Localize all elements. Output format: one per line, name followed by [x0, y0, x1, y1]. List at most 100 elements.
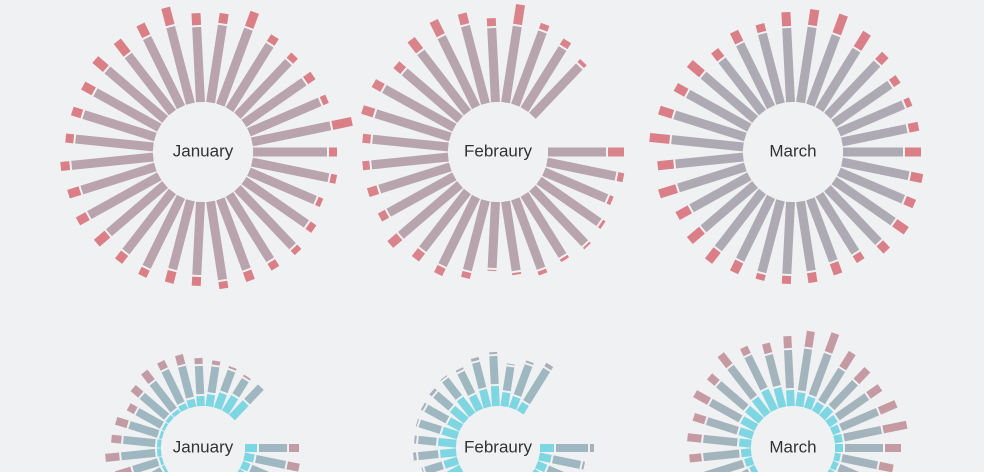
bar-segment [819, 406, 834, 421]
day-bar [783, 335, 795, 407]
day-bar [114, 188, 176, 264]
bar-segment [138, 266, 150, 278]
bar-segment [468, 394, 484, 413]
chart-title: January [173, 437, 234, 456]
day-bar [833, 420, 908, 444]
day-bar [253, 147, 337, 157]
bar-segment [548, 147, 606, 157]
bar-segment [489, 355, 499, 385]
bar-segment [424, 461, 444, 472]
bar-segment [234, 185, 296, 250]
bar-segment [241, 78, 307, 128]
bar-segment [830, 424, 841, 436]
bar-segment [729, 259, 744, 275]
bar-segment [461, 25, 490, 105]
bar-segment [717, 352, 733, 369]
bar-segment [875, 51, 889, 66]
bar-segment [220, 369, 236, 394]
bar-segment [362, 133, 372, 144]
radial-chart: March [649, 8, 924, 285]
day-bar [411, 188, 471, 262]
bar-segment [259, 444, 287, 452]
bar-segment [757, 199, 785, 274]
bar-segment [253, 147, 327, 157]
bar-segment [331, 116, 353, 130]
day-bar [371, 79, 457, 132]
bar-segment [461, 270, 472, 279]
bar-segment [512, 271, 522, 276]
bar-segment [418, 419, 442, 434]
bar-segment [815, 47, 861, 112]
bar-segment [139, 392, 170, 420]
day-bar [843, 147, 921, 157]
day-bar [206, 200, 229, 290]
day-bar [824, 51, 889, 119]
day-bar [520, 38, 572, 112]
day-bar [407, 36, 471, 116]
bar-segment [837, 167, 906, 204]
bar-segment [124, 52, 176, 116]
day-bar [138, 194, 186, 278]
bar-segment [161, 369, 185, 405]
day-bar [689, 448, 752, 463]
bar-segment [419, 188, 471, 253]
bar-segment [833, 434, 843, 444]
bar-segment [671, 135, 744, 152]
day-bar [500, 363, 515, 408]
bar-segment [878, 461, 894, 472]
bar-segment [703, 449, 740, 462]
bar-segment [795, 392, 806, 408]
bar-segment [673, 83, 689, 97]
day-bar [245, 444, 299, 452]
bar-segment [420, 402, 427, 411]
bar-segment [93, 88, 162, 132]
bar-segment [903, 195, 917, 209]
bar-segment [191, 12, 202, 26]
bar-segment [81, 81, 96, 96]
bar-segment [393, 61, 407, 74]
bar-segment [251, 157, 330, 183]
day-bar [429, 388, 469, 424]
day-bar [819, 366, 871, 421]
bar-segment [247, 167, 317, 205]
bar-segment [705, 417, 739, 435]
day-bar [658, 162, 747, 199]
bar-segment [241, 176, 309, 228]
bar-segment [537, 268, 548, 276]
day-bar [501, 200, 522, 276]
bar-segment [234, 59, 292, 119]
bar-segment [616, 172, 625, 183]
bar-segment [538, 452, 552, 463]
day-bar [157, 360, 189, 413]
bar-segment [65, 133, 75, 144]
bar-segment [438, 194, 481, 268]
day-bar [141, 369, 181, 418]
bar-segment [718, 57, 766, 116]
bar-segment [689, 453, 702, 463]
bar-segment [711, 48, 725, 62]
bar-segment [92, 56, 109, 73]
chart-title: Febraury [464, 141, 533, 160]
day-bar [213, 365, 237, 411]
bar-segment [831, 176, 896, 226]
day-bar [81, 81, 162, 132]
bar-segment [830, 460, 839, 471]
bar-segment [472, 361, 487, 389]
bar-segment [487, 27, 500, 103]
bar-segment [703, 434, 738, 447]
bar-segment [905, 147, 921, 157]
bar-segment [535, 460, 548, 472]
day-bar [673, 83, 752, 132]
bar-segment [232, 377, 249, 398]
bar-segment [441, 426, 460, 440]
day-bar [831, 75, 901, 128]
bar-segment [689, 172, 752, 213]
day-bar [795, 330, 815, 408]
day-bar [67, 162, 157, 199]
bar-segment [149, 380, 177, 413]
bar-segment [806, 34, 841, 107]
bar-segment [244, 10, 259, 29]
day-bar [806, 13, 848, 107]
bar-segment [837, 100, 906, 137]
